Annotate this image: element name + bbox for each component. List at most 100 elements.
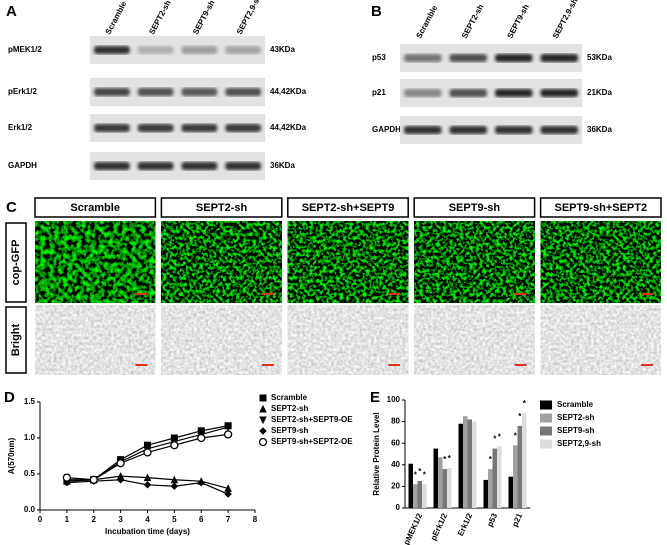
- column-box: [539, 197, 662, 218]
- x-tick-label: Erk1/2: [456, 511, 475, 537]
- bar: [508, 476, 513, 508]
- y-tick-label: 20: [391, 482, 400, 491]
- column-label: Scramble: [70, 202, 120, 214]
- band: [137, 162, 174, 170]
- band: [404, 54, 442, 62]
- marker: [224, 423, 232, 432]
- row-box: [5, 222, 27, 303]
- significance: *: [414, 470, 418, 479]
- band: [449, 89, 487, 97]
- size-label: 21KDa: [587, 88, 612, 97]
- bar: [447, 468, 452, 508]
- images: C Scramble SEPT2-sh SEPT2-sh+SEPT9 SEPT9-sh S…: [5, 197, 662, 375]
- band: [181, 162, 218, 170]
- column-box: [287, 197, 409, 218]
- y-tick-label: 60: [391, 438, 400, 447]
- column-box: [160, 197, 283, 218]
- column-box: [34, 197, 157, 218]
- row-label: Erk1/2: [8, 123, 33, 132]
- size-label: 53KDa: [587, 53, 612, 62]
- column-label: SEPT2-sh+SEPT9: [302, 202, 395, 214]
- bright-image: [414, 305, 535, 375]
- bright-image: [161, 305, 282, 375]
- x-tick-label: 3: [118, 515, 123, 524]
- size-label: 44,42KDa: [270, 123, 307, 132]
- band: [225, 88, 261, 96]
- row-label: GAPDH: [8, 161, 37, 170]
- gfp-image: [35, 221, 156, 303]
- y-tick-label: 0.5: [24, 469, 36, 478]
- band: [225, 162, 261, 170]
- x-tick-label: p21: [510, 511, 524, 528]
- column-label: SEPT9-sh: [449, 202, 501, 214]
- row-label: p21: [372, 88, 386, 97]
- marker: [197, 433, 206, 443]
- lane-label: SEPT2,9-sh: [551, 0, 580, 40]
- blots: A Scramble SEPT2-sh SEPT9-sh SEPT2,9-sh pMEK1…: [6, 0, 612, 180]
- gfp-image: [161, 221, 282, 303]
- bar: [467, 419, 472, 508]
- lane-label: SEPT2-sh: [460, 3, 486, 40]
- x-tick-label: 8: [253, 515, 258, 524]
- column-label: SEPT2-sh: [196, 202, 248, 214]
- charts: D 0.0 0.5 1.0 1.5 A(570nm) 0 1 2 3 4 5 6 7 8 Incubation…: [4, 389, 601, 545]
- y-axis-label: Relative Protein Level: [372, 412, 381, 495]
- x-axis-label: Incubation time (days): [105, 527, 190, 536]
- significance: *: [443, 455, 447, 464]
- bright-image: [540, 305, 661, 375]
- bar: [513, 445, 518, 508]
- panel-label: E: [370, 389, 380, 406]
- panel-label: A: [6, 3, 17, 20]
- legend-label: SEPT2-sh: [557, 413, 594, 422]
- band: [137, 46, 174, 54]
- legend-swatch: [540, 426, 552, 436]
- legend-label: Scramble: [557, 400, 594, 409]
- band: [94, 88, 130, 96]
- marker: [224, 490, 232, 498]
- y-tick-label: 0.0: [24, 505, 36, 514]
- bright-image: [287, 305, 409, 375]
- row-box: [5, 306, 27, 374]
- x-tick-label: 6: [199, 515, 204, 524]
- significance: *: [518, 412, 522, 421]
- legend-label: SEPT2,9-sh: [557, 439, 601, 448]
- legend-marker: [258, 437, 268, 447]
- lane-label: SEPT2,9-sh: [235, 0, 264, 36]
- band: [94, 46, 130, 54]
- bar: [408, 463, 413, 508]
- row-label: pMEK1/2: [8, 45, 42, 54]
- legend-label: Scramble: [271, 393, 308, 402]
- y-tick-label: 40: [391, 460, 400, 469]
- gfp-image: [287, 221, 409, 303]
- bar: [522, 412, 527, 508]
- legend-swatch: [540, 400, 552, 410]
- significance: *: [448, 454, 452, 463]
- series-line: [66, 433, 229, 481]
- significance: *: [489, 455, 493, 464]
- significance: *: [493, 435, 497, 444]
- row-label: pErk1/2: [8, 87, 37, 96]
- lane-label: Scramble: [414, 3, 439, 40]
- bright-image: [35, 305, 156, 375]
- legend-marker: [259, 427, 267, 435]
- x-tick-label: 0: [38, 515, 43, 524]
- band: [495, 89, 533, 97]
- band: [540, 126, 578, 134]
- band: [137, 124, 174, 132]
- marker: [62, 473, 72, 482]
- band: [449, 126, 487, 134]
- significance: *: [498, 433, 502, 442]
- bar: [458, 423, 463, 508]
- bar: [433, 448, 438, 508]
- x-tick-label: 2: [92, 515, 97, 524]
- x-tick-label: 4: [145, 515, 150, 524]
- panel-label: D: [4, 389, 15, 406]
- gfp-image: [414, 221, 535, 303]
- band: [495, 54, 533, 62]
- bar: [442, 469, 447, 508]
- marker: [143, 481, 152, 489]
- bar: [413, 484, 418, 508]
- bar: [492, 448, 497, 508]
- band: [449, 54, 487, 62]
- x-tick-label: p53: [485, 511, 499, 528]
